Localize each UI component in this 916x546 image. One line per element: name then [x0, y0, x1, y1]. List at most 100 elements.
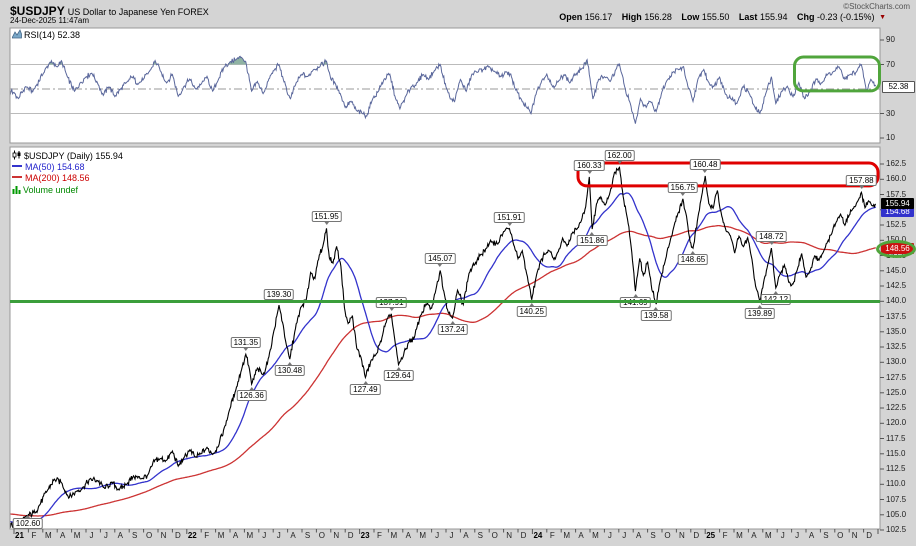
x-axis-month-label: D	[520, 531, 527, 540]
x-axis-month-label: M	[592, 531, 599, 540]
price-annotation: 148.65	[677, 251, 709, 265]
price-annotation: 126.36	[236, 387, 267, 401]
x-axis-month-label: M	[44, 531, 52, 540]
rsi-panel-background[interactable]	[9, 27, 881, 144]
price-annotation: 139.58	[640, 307, 672, 321]
support-line	[10, 300, 880, 303]
x-axis-year-label: 21	[15, 531, 24, 540]
chg-value: -0.23 (-0.15%)	[817, 12, 875, 22]
x-axis-month-label: F	[549, 531, 555, 540]
price-axis-label: 127.5	[886, 373, 907, 382]
x-axis-month-label: A	[808, 531, 815, 540]
last-value: 155.94	[759, 12, 788, 22]
x-axis-month-label: M	[217, 531, 225, 540]
x-axis-month-label: N	[851, 531, 858, 540]
x-axis-month-label: J	[780, 531, 785, 540]
price-annotation: 131.35	[230, 337, 262, 351]
price-axis-label: 162.5	[886, 159, 907, 168]
price-axis-label: 105.0	[886, 510, 907, 519]
price-axis-label: 140.0	[886, 296, 907, 305]
candlestick-icon	[12, 150, 21, 160]
x-axis-month-label: O	[318, 531, 325, 540]
price-annotation: 140.25	[516, 303, 547, 317]
x-axis-month-label: N	[679, 531, 685, 540]
x-axis-month-label: A	[290, 531, 296, 540]
price-annotation: 160.33	[574, 160, 605, 174]
high-label: High	[621, 12, 642, 22]
price-annotation: 151.86	[576, 232, 608, 246]
x-axis-month-label: D	[693, 531, 700, 540]
x-axis-month-label: S	[823, 531, 829, 540]
x-axis-month-label: J	[103, 531, 108, 540]
price-panel-background[interactable]	[9, 146, 881, 530]
rsi-legend: RSI(14) 52.38	[12, 29, 80, 40]
ohlc-quote: Open 156.17 High 156.28 Low 155.50 Last …	[559, 12, 886, 22]
price-axis-label: 160.0	[886, 174, 907, 183]
price-annotation: 151.91	[494, 212, 525, 226]
resistance-zone-annotation	[576, 161, 880, 188]
price-axis-label: 122.5	[886, 403, 907, 412]
x-axis-month-label: A	[232, 531, 239, 540]
x-axis-month-label: J	[607, 531, 612, 540]
x-axis-year-label: 22	[187, 531, 197, 540]
legend-volume-row: Volume undef	[12, 184, 123, 195]
x-axis-month-label: M	[390, 531, 398, 540]
price-axis-label: 152.5	[886, 220, 907, 229]
ma50-swatch	[12, 165, 22, 167]
price-line	[10, 166, 877, 529]
x-axis-month-label: A	[751, 531, 757, 540]
legend-volume-label: Volume undef	[23, 185, 79, 195]
price-annotation: 129.64	[383, 367, 414, 381]
symbol: $USDJPY	[10, 4, 65, 18]
x-axis-month-label: M	[764, 531, 772, 540]
x-axis-month-label: A	[578, 531, 584, 540]
price-axis-label: 107.5	[886, 495, 907, 504]
price-annotation: 145.07	[424, 253, 456, 267]
chart-datetime: 24-Dec-2025 11:47am	[10, 16, 90, 25]
price-axis-label: 130.0	[886, 357, 907, 366]
low-label: Low	[681, 12, 700, 22]
legend-ma50-row: MA(50) 154.68	[12, 162, 123, 172]
rsi-legend-label: RSI(14) 52.38	[24, 30, 81, 40]
x-axis-month-label: A	[463, 531, 469, 540]
x-axis-month-label: O	[145, 531, 153, 540]
price-axis-label: 102.5	[886, 525, 907, 534]
x-axis-month-label: J	[262, 531, 267, 540]
copyright: ©StockCharts.com	[843, 2, 910, 11]
x-axis-year-label: 23	[360, 531, 370, 540]
legend-symbol-row: $USDJPY (Daily) 155.94	[12, 150, 123, 161]
price-annotation: 142.12	[760, 291, 792, 305]
main-legend: $USDJPY (Daily) 155.94 MA(50) 154.68 MA(…	[12, 150, 123, 196]
x-axis-month-label: O	[664, 531, 671, 540]
price-axis-label: 110.0	[886, 479, 906, 488]
axis-ticks	[13, 39, 884, 534]
x-axis-month-label: F	[31, 531, 37, 540]
rsi-axis-label: 30	[886, 109, 895, 118]
price-annotation: 137.24	[437, 321, 468, 335]
price-annotation: 162.00	[604, 150, 635, 164]
last-price-axis-box: 155.94	[881, 198, 914, 209]
price-annotation: 160.48	[689, 159, 721, 173]
x-axis-year-label: 24	[533, 531, 543, 540]
chg-label: Chg	[797, 12, 815, 22]
last-label: Last	[738, 12, 758, 22]
chart-title: $USDJPY US Dollar to Japanese Yen FOREX	[10, 2, 209, 20]
price-annotation: 156.75	[667, 182, 699, 196]
rsi-highlight-annotation	[793, 55, 881, 93]
x-axis-month-label: M	[736, 531, 743, 540]
rsi-value-axis-box: 52.38	[882, 81, 915, 93]
legend-ma200-row: MA(200) 148.56	[12, 173, 123, 183]
x-axis-month-label: D	[347, 531, 354, 540]
price-annotation: 157.88	[846, 175, 877, 189]
high-value: 156.28	[644, 12, 672, 22]
indicator-icon	[12, 29, 22, 39]
x-axis-year-label: 25	[706, 531, 716, 540]
x-axis-month-label: S	[304, 531, 311, 540]
x-axis-month-label: A	[60, 531, 66, 540]
price-axis-label: 135.0	[886, 327, 907, 336]
volume-icon	[12, 186, 21, 194]
ma200-line	[10, 224, 876, 517]
symbol-description: US Dollar to Japanese Yen FOREX	[67, 7, 209, 17]
